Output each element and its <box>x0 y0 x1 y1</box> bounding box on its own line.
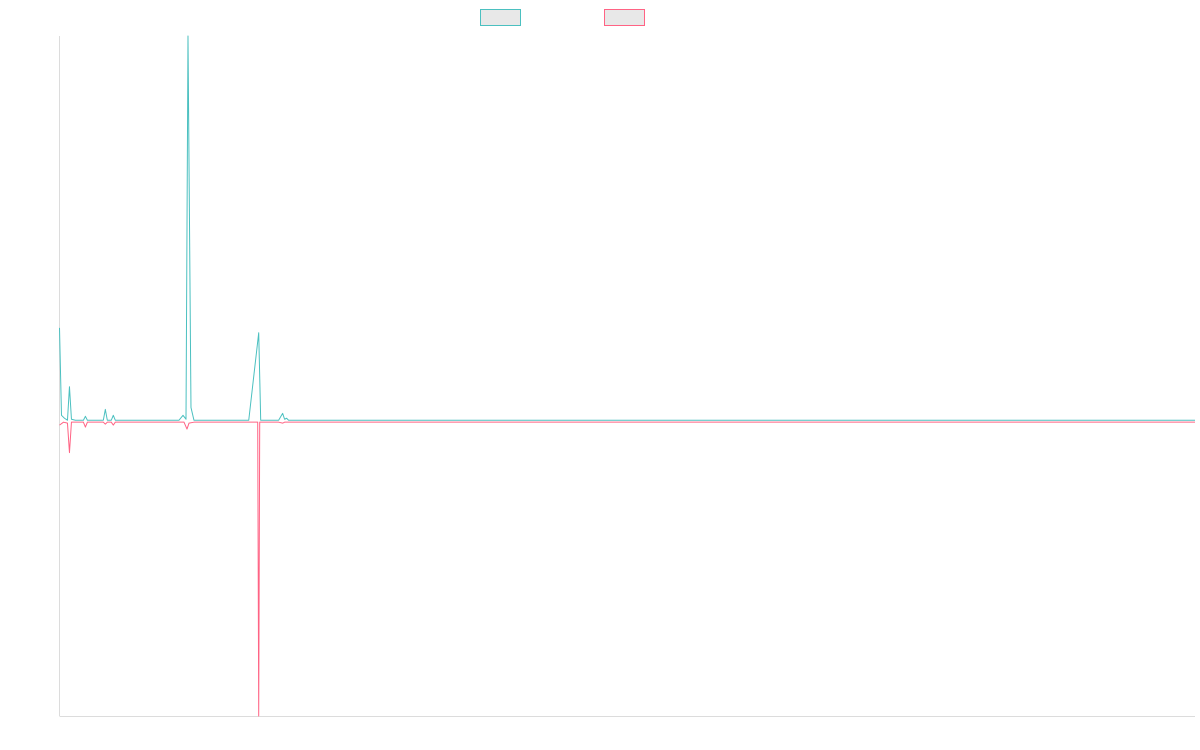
legend-swatch-series-1[interactable] <box>480 9 521 26</box>
series-2-line <box>59 421 1195 717</box>
legend <box>480 9 645 26</box>
plot-area <box>59 35 1195 717</box>
series-1 <box>59 35 1195 421</box>
series-layer <box>59 35 1195 717</box>
series-2 <box>59 421 1195 717</box>
legend-swatch-series-2[interactable] <box>604 9 645 26</box>
series-1-line <box>59 35 1195 421</box>
